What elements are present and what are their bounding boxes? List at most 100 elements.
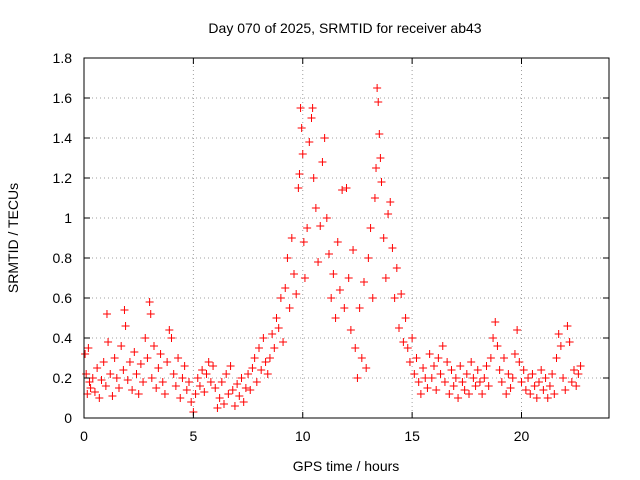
data-point	[436, 370, 445, 378]
data-point	[576, 362, 585, 370]
data-point	[250, 354, 259, 362]
data-point	[526, 390, 535, 398]
data-point	[195, 382, 204, 390]
data-point	[270, 344, 279, 352]
x-tick-label: 0	[80, 428, 88, 444]
data-point	[154, 364, 163, 372]
data-point	[143, 354, 152, 362]
data-point	[104, 338, 113, 346]
y-tick-label: 1.8	[53, 50, 73, 66]
data-point	[366, 224, 375, 232]
data-point	[325, 250, 333, 258]
data-point	[373, 84, 382, 92]
data-point	[235, 392, 244, 400]
data-point	[384, 210, 393, 218]
data-point	[125, 358, 134, 366]
data-point	[482, 362, 491, 370]
data-point	[265, 354, 274, 362]
data-point	[86, 384, 95, 392]
data-point	[84, 344, 93, 352]
data-point	[388, 244, 397, 252]
data-point	[565, 338, 574, 346]
data-point	[475, 378, 484, 386]
data-point	[567, 378, 576, 386]
data-point	[355, 304, 364, 312]
data-point	[552, 354, 561, 362]
data-point	[115, 384, 123, 392]
data-point	[445, 390, 454, 398]
data-point	[211, 384, 220, 392]
data-point	[416, 390, 425, 398]
data-point	[506, 384, 515, 392]
data-point	[362, 364, 371, 372]
data-point	[165, 326, 174, 334]
data-point	[174, 354, 183, 362]
data-point	[150, 342, 158, 350]
data-point	[342, 184, 351, 192]
data-point	[524, 374, 533, 382]
data-point	[308, 104, 317, 112]
data-point	[504, 370, 513, 378]
data-point	[90, 388, 99, 396]
y-axis-label: SRMTID / TECUs	[5, 183, 21, 293]
data-point	[213, 404, 222, 412]
data-point	[539, 386, 548, 394]
data-point	[467, 358, 476, 366]
data-point	[120, 306, 129, 314]
data-point	[473, 366, 482, 374]
data-point	[305, 138, 314, 146]
data-point	[134, 390, 143, 398]
data-point	[545, 382, 554, 390]
data-point	[322, 214, 331, 222]
data-point	[443, 358, 452, 366]
data-point	[432, 386, 441, 394]
data-point	[239, 398, 248, 406]
x-tick-label: 5	[189, 428, 197, 444]
data-point	[447, 366, 456, 374]
y-tick-label: 1.4	[53, 130, 73, 146]
data-point	[82, 370, 91, 378]
data-point	[156, 350, 165, 358]
data-point	[528, 370, 537, 378]
data-point	[430, 362, 438, 370]
data-point	[309, 174, 318, 182]
data-point	[550, 390, 559, 398]
data-point	[303, 224, 312, 232]
data-point	[537, 366, 546, 374]
data-point	[141, 334, 150, 342]
data-point	[290, 270, 298, 278]
data-point	[399, 338, 408, 346]
x-axis-label: GPS time / hours	[293, 458, 400, 474]
data-point	[414, 378, 423, 386]
data-point	[372, 164, 381, 172]
data-point	[423, 384, 432, 392]
data-point	[180, 362, 189, 370]
data-point	[95, 394, 104, 402]
data-point	[206, 378, 215, 386]
data-point	[215, 394, 224, 402]
data-point	[248, 364, 257, 372]
y-tick-label: 1.2	[53, 170, 73, 186]
data-point	[99, 358, 108, 366]
data-point	[401, 314, 410, 322]
data-point	[489, 334, 498, 342]
y-tick-label: 0.8	[53, 250, 73, 266]
data-point	[298, 150, 307, 158]
data-point	[230, 402, 239, 410]
data-point	[152, 384, 161, 392]
data-point	[187, 398, 196, 406]
data-point	[202, 370, 211, 378]
data-point	[146, 310, 155, 318]
data-point	[465, 390, 473, 398]
data-point	[554, 330, 563, 338]
data-point	[145, 298, 154, 306]
data-point	[535, 378, 543, 386]
data-point	[390, 294, 399, 302]
data-point	[559, 374, 568, 382]
data-point	[311, 204, 320, 212]
data-point	[259, 334, 268, 342]
data-point	[246, 386, 255, 394]
data-point	[515, 358, 524, 366]
data-point	[548, 370, 557, 378]
data-point	[132, 370, 141, 378]
